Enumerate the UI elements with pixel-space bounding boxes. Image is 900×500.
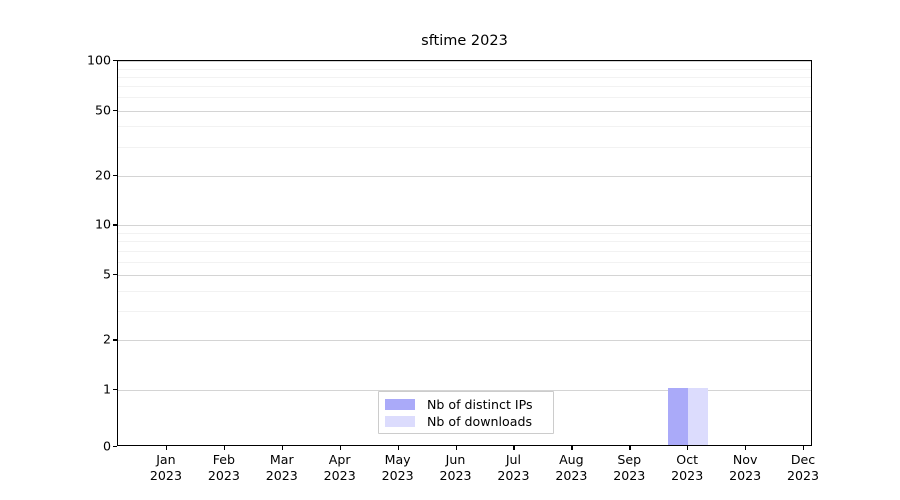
gridline: [118, 311, 811, 313]
y-axis-tick-labels: 0 1 2 5 10 20 50 100: [60, 53, 111, 454]
x-axis-tick-label: Feb 2023: [208, 452, 240, 484]
y-axis-tick-mark: [113, 339, 117, 341]
legend-item[interactable]: Nb of downloads: [385, 413, 547, 430]
x-axis-tick-year: 2023: [381, 468, 414, 483]
y-axis-tick-label: 100: [86, 52, 111, 68]
x-axis-tick-mark: [165, 446, 168, 450]
y-axis-tick-mark: [113, 273, 117, 276]
gridline: [118, 225, 811, 227]
x-axis-tick-year: 2023: [555, 468, 588, 483]
x-axis-tick-month: Dec: [790, 452, 816, 467]
y-axis-tick-label: 50: [94, 102, 111, 117]
x-axis-tick-mark: [397, 446, 399, 450]
y-axis-tick-mark: [113, 109, 117, 111]
gridline: [118, 146, 811, 148]
x-axis-tick-year: 2023: [149, 468, 182, 483]
gridline: [118, 389, 811, 391]
gridline: [118, 241, 811, 243]
x-axis-tick-year: 2023: [323, 468, 356, 483]
gridline: [118, 68, 811, 70]
x-axis-tick-label: May 2023: [382, 452, 414, 484]
x-axis-tick-label: Jan 2023: [150, 452, 182, 484]
x-axis-tick-label: Oct 2023: [671, 452, 703, 484]
x-axis-tick-mark: [223, 446, 226, 450]
x-axis-tick-year: 2023: [786, 468, 820, 483]
x-axis-tick-year: 2023: [729, 468, 762, 483]
x-axis-tick-month: Sep: [617, 452, 642, 467]
bar: [688, 387, 709, 445]
gridline: [118, 340, 811, 342]
x-axis-tick-month: Feb: [212, 452, 236, 467]
chart-title: sftime 2023: [421, 33, 508, 49]
x-axis-tick-mark: [455, 446, 457, 450]
gridline: [118, 61, 811, 62]
plot-area: [117, 60, 812, 446]
y-axis-tick-mark: [113, 60, 117, 62]
x-axis-tick-year: 2023: [439, 468, 472, 483]
x-axis-tick-month: Jun: [445, 452, 466, 467]
x-axis-tick-month: May: [384, 452, 411, 467]
x-axis-tick-label: Nov 2023: [729, 452, 761, 484]
x-axis-tick-label: Dec 2023: [787, 452, 819, 484]
gridline: [118, 76, 811, 78]
chart-legend[interactable]: Nb of distinct IPs Nb of downloads: [378, 391, 554, 434]
x-axis-tick-month: Apr: [328, 452, 351, 467]
y-axis-tick-label: 10: [94, 216, 111, 232]
gridline: [118, 290, 811, 292]
x-axis-tick-mark: [513, 446, 515, 450]
gridline: [118, 232, 811, 234]
gridline: [118, 110, 811, 112]
x-axis-tick-mark: [339, 446, 341, 450]
y-axis-tick-mark: [113, 224, 117, 226]
legend-swatch: [385, 399, 415, 410]
x-axis-tick-year: 2023: [265, 468, 298, 483]
gridline: [118, 261, 811, 263]
y-axis-tick-label: 20: [94, 167, 111, 183]
legend-swatch: [385, 416, 415, 427]
gridline: [118, 274, 811, 276]
legend-item[interactable]: Nb of distinct IPs: [385, 396, 547, 413]
y-axis-tick-mark: [113, 446, 117, 448]
x-axis-tick-month: Aug: [559, 452, 584, 467]
x-axis-tick-label: Sep 2023: [613, 452, 645, 484]
gridline: [118, 126, 811, 128]
x-axis-tick-mark: [687, 446, 689, 450]
x-axis-tick-label: Jul 2023: [497, 452, 529, 484]
legend-label: Nb of distinct IPs: [427, 397, 533, 412]
y-axis-tick-mark: [113, 388, 117, 391]
gridline: [118, 175, 811, 177]
y-axis-tick-label: 0: [102, 438, 111, 454]
y-axis-tick-label: 2: [102, 331, 111, 347]
x-axis-tick-label: Mar 2023: [266, 452, 298, 484]
x-axis-tick-mark: [629, 446, 631, 450]
y-axis-tick-label: 1: [102, 381, 111, 397]
bar: [668, 387, 689, 445]
x-axis-tick-mark: [745, 446, 747, 450]
gridline: [118, 86, 811, 88]
x-axis-tick-mark: [803, 446, 805, 450]
x-axis-tick-year: 2023: [207, 468, 240, 483]
y-axis-tick-label: 5: [102, 266, 111, 282]
x-axis-tick-year: 2023: [613, 468, 646, 483]
x-axis-tick-mark: [571, 446, 573, 450]
x-axis-tick-month: Jul: [505, 452, 522, 467]
x-axis-tick-month: Jan: [156, 452, 176, 467]
x-axis-tick-year: 2023: [497, 468, 530, 483]
x-axis-tick-mark: [281, 446, 284, 450]
x-axis-tick-month: Nov: [732, 452, 758, 467]
gridline: [118, 250, 811, 252]
x-axis-tick-year: 2023: [671, 468, 704, 483]
y-axis-tick-mark: [113, 174, 117, 177]
x-axis-tick-label: Aug 2023: [555, 452, 587, 484]
gridline: [118, 97, 811, 99]
x-axis-tick-label: Apr 2023: [324, 452, 356, 484]
x-axis-tick-month: Oct: [676, 452, 699, 467]
x-axis-tick-label: Jun 2023: [439, 452, 471, 484]
legend-label: Nb of downloads: [427, 414, 533, 429]
x-axis-tick-month: Mar: [269, 452, 294, 467]
